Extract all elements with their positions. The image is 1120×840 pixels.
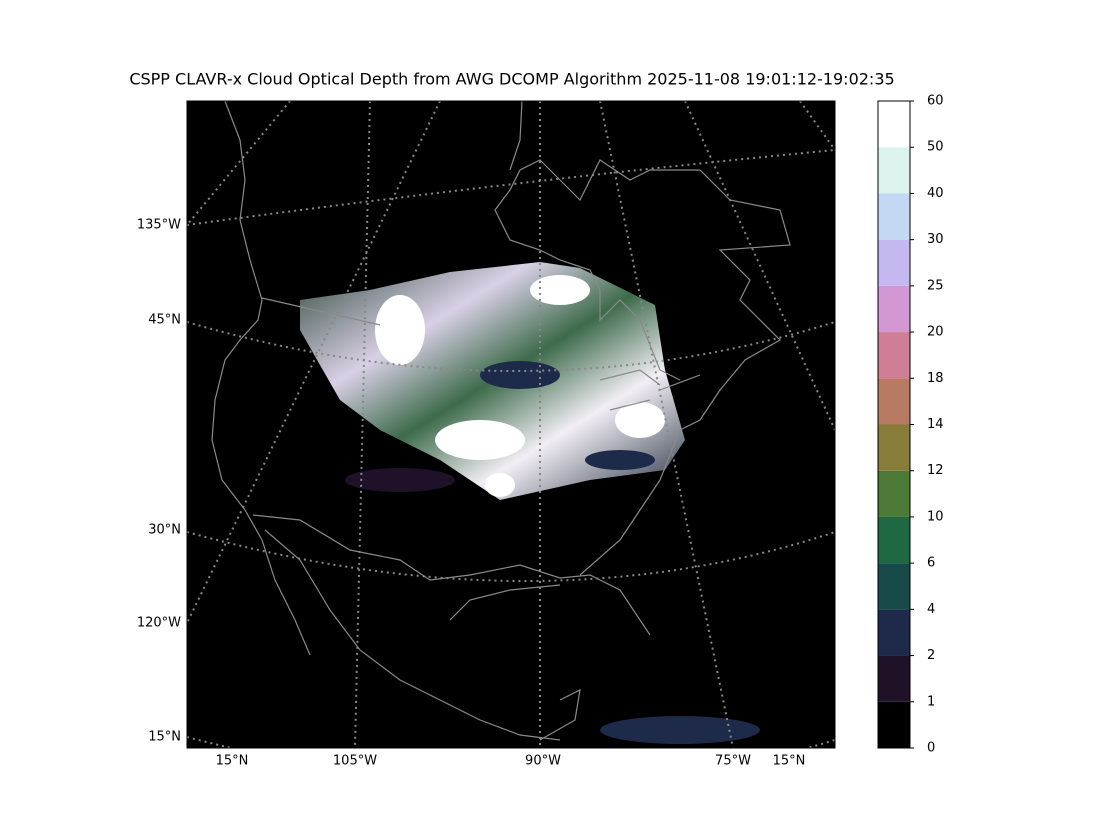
colorbar-tick-label: 30 [927, 232, 944, 247]
lon-label: 135°W [137, 218, 181, 233]
colorbar-segment [878, 609, 910, 656]
coastline [211, 101, 791, 741]
colorbar-tick-label: 40 [927, 186, 944, 201]
lon-label: 75°W [715, 754, 751, 769]
colorbar-segment [878, 193, 910, 240]
colorbar-segment [878, 470, 910, 517]
bottom-labels: 15°N 105°W 90°W 75°W 15°N [216, 754, 806, 769]
cloud-low [345, 361, 760, 744]
colorbar-segment [878, 101, 910, 148]
lat-label: 30°N [148, 523, 181, 538]
colorbar-tick-label: 50 [927, 140, 944, 155]
colorbar-tick-label: 18 [927, 371, 944, 386]
colorbar-segment [878, 332, 910, 379]
lon-label: 105°W [333, 754, 377, 769]
colorbar-tick-label: 60 [927, 94, 944, 109]
lon-label: 90°W [525, 754, 561, 769]
colorbar-tick-label: 2 [927, 648, 935, 663]
cloud-bright [375, 275, 665, 497]
colorbar-tick-label: 14 [927, 417, 944, 432]
colorbar-tick-label: 12 [927, 463, 944, 478]
map-frame [186, 100, 836, 749]
colorbar-segment [878, 285, 910, 333]
colorbar-tick-label: 4 [927, 602, 935, 617]
lat-label: 15°N [773, 754, 806, 769]
left-labels: 135°W 45°N 30°N 120°W 15°N [137, 218, 181, 745]
colorbar-tick-label: 20 [927, 325, 944, 340]
colorbar-segment [878, 701, 910, 748]
colorbar-tick-label: 25 [927, 278, 944, 293]
lakes [599, 369, 701, 411]
graticule [187, 101, 835, 748]
colorbar-segment [878, 424, 910, 471]
colorbar-tick-label: 6 [927, 556, 935, 571]
lat-label: 45°N [148, 313, 181, 328]
colorbar-segment [878, 147, 910, 194]
colorbar-segment [878, 378, 910, 425]
title: CSPP CLAVR-x Cloud Optical Depth from AW… [129, 70, 894, 89]
colorbar-tick-label: 0 [927, 741, 935, 756]
colorbar-tick-label: 10 [927, 509, 944, 524]
lat-label: 15°N [216, 754, 249, 769]
colorbar-segment [878, 563, 910, 610]
colorbar-segment [878, 239, 910, 286]
colorbar-tick-label: 1 [927, 694, 935, 709]
lon-label: 120°W [137, 616, 181, 631]
colorbar-segment [878, 516, 910, 564]
map [187, 101, 835, 748]
lat-label: 15°N [148, 730, 181, 745]
colorbar-segment [878, 655, 910, 702]
